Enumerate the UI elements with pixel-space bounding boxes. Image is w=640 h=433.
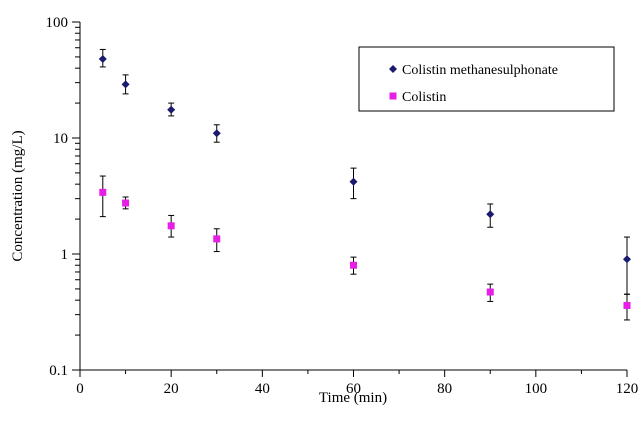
- y-tick-label: 10: [53, 131, 68, 147]
- error-bar: [624, 236, 630, 295]
- y-tick-label: 0.1: [49, 363, 68, 379]
- x-tick-label: 80: [437, 381, 452, 397]
- y-ticks: 0.1 1 10 100: [46, 15, 80, 379]
- legend-box: [358, 46, 615, 112]
- data-point: [98, 54, 107, 63]
- error-bar: [99, 175, 106, 218]
- data-point: [623, 255, 631, 264]
- data-point: [486, 210, 495, 219]
- x-tick-label: 40: [255, 381, 270, 397]
- y-tick-label: 1: [61, 247, 69, 263]
- legend-marker: [389, 65, 397, 73]
- data-point: [99, 188, 107, 196]
- data-point: [121, 80, 130, 89]
- x-tick-label: 60: [346, 381, 361, 397]
- x-ticks: 0 20 40 60 80 100 120: [76, 370, 638, 397]
- legend-items: Colistin methanesulphonate Colistin: [389, 63, 558, 105]
- data-point: [350, 261, 357, 269]
- x-tick-label: 100: [525, 381, 548, 397]
- x-axis-title: Time (min): [319, 390, 387, 406]
- data-point: [349, 177, 358, 186]
- y-axis-title: Concentration (mg/L): [10, 130, 26, 261]
- data-point: [486, 288, 494, 296]
- data-point: [167, 222, 175, 230]
- legend-marker: [389, 92, 397, 100]
- series-2: [99, 175, 631, 321]
- data-point: [623, 301, 631, 309]
- x-tick-label: 120: [616, 381, 639, 397]
- y-tick-label: 100: [46, 15, 69, 31]
- data-point: [167, 105, 176, 114]
- legend-label: Colistin: [402, 90, 446, 105]
- series: [98, 48, 631, 321]
- data-point: [212, 129, 221, 138]
- x-tick-label: 0: [76, 381, 84, 397]
- legend-label: Colistin methanesulphonate: [402, 63, 558, 78]
- data-point: [213, 235, 221, 243]
- x-tick-label: 20: [164, 381, 179, 397]
- data-point: [122, 199, 130, 207]
- legend: Colistin methanesulphonate Colistin: [358, 46, 615, 112]
